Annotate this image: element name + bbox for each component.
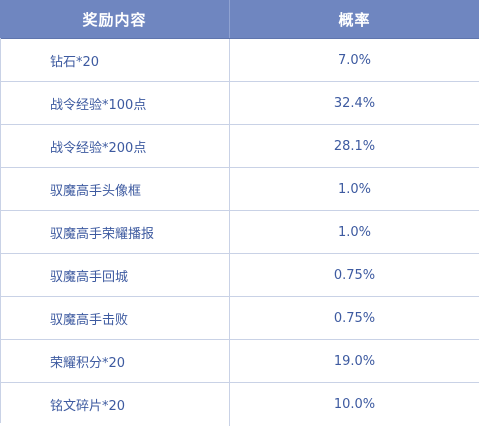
reward-probability: 1.0% [337,181,372,197]
reward-item: 铭文碎片*20 [0,383,230,426]
table-row: 驭魔高手头像框 1.0% [0,168,479,211]
reward-item: 战令经验*100点 [0,82,230,124]
table-row: 驭魔高手击败 0.75% [0,297,479,340]
header-probability: 概率 [338,10,371,29]
table-left-border [0,38,1,423]
reward-probability: 10.0% [333,397,376,412]
reward-probability: 0.75% [333,267,376,283]
reward-item: 荣耀积分*20 [0,340,230,382]
reward-probability: 19.0% [333,353,376,369]
table-row: 驭魔高手荣耀播报 1.0% [0,211,479,254]
table-row: 战令经验*200点 28.1% [0,125,479,168]
reward-item: 驭魔高手荣耀播报 [0,211,230,253]
reward-probability: 1.0% [337,224,372,240]
reward-probability: 0.75% [333,310,376,326]
reward-item: 驭魔高手头像框 [0,168,230,210]
reward-item: 驭魔高手回城 [0,254,230,296]
table-row: 驭魔高手回城 0.75% [0,254,479,297]
reward-item: 驭魔高手击败 [0,297,230,339]
table-row: 钻石*20 7.0% [0,39,479,82]
table-row: 铭文碎片*20 10.0% [0,383,479,426]
reward-probability: 7.0% [337,52,372,68]
table-body: 钻石*20 7.0% 战令经验*100点 32.4% 战令经验*200点 28.… [0,39,479,426]
table-row: 战令经验*100点 32.4% [0,82,479,125]
header-reward-content: 奖励内容 [0,0,230,38]
reward-item: 战令经验*200点 [0,125,230,167]
table-header: 奖励内容 概率 [0,0,479,39]
table-row: 荣耀积分*20 19.0% [0,340,479,383]
reward-probability: 28.1% [333,138,376,154]
reward-item: 钻石*20 [0,39,230,81]
reward-probability: 32.4% [333,95,376,111]
